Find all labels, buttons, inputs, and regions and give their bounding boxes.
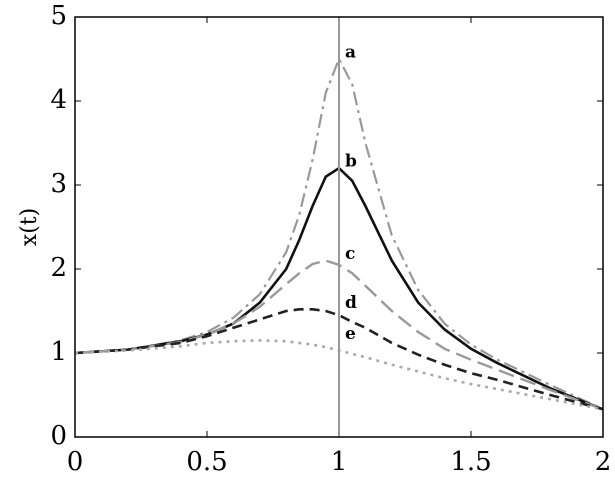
line (74, 339, 604, 411)
series-label: a (345, 43, 356, 63)
series-label: e (345, 324, 356, 344)
x-tick-label: 1 (331, 447, 348, 477)
x-tick-label: 0.5 (186, 447, 227, 477)
y-tick-label: 4 (50, 85, 67, 115)
y-tick-label: 3 (50, 169, 67, 199)
plot-frame (74, 16, 604, 438)
series-label: b (345, 152, 357, 172)
line (74, 259, 604, 411)
y-tick-label: 2 (50, 253, 67, 283)
y-tick-label: 0 (50, 421, 67, 451)
x-tick-label: 1.5 (450, 447, 491, 477)
series-label: d (345, 293, 357, 313)
line (74, 308, 604, 411)
y-axis-label: x(t) (17, 208, 42, 246)
line (74, 56, 604, 411)
series-label: c (345, 244, 355, 264)
x-tick-label: 0 (67, 447, 84, 477)
y-tick-label: 1 (50, 337, 67, 367)
y-tick-label: 5 (50, 1, 67, 31)
x-tick-label: 2 (595, 447, 612, 477)
